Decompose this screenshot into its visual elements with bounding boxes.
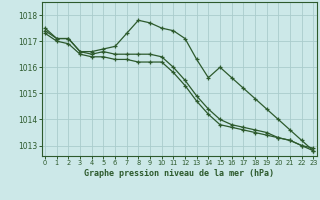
X-axis label: Graphe pression niveau de la mer (hPa): Graphe pression niveau de la mer (hPa): [84, 169, 274, 178]
